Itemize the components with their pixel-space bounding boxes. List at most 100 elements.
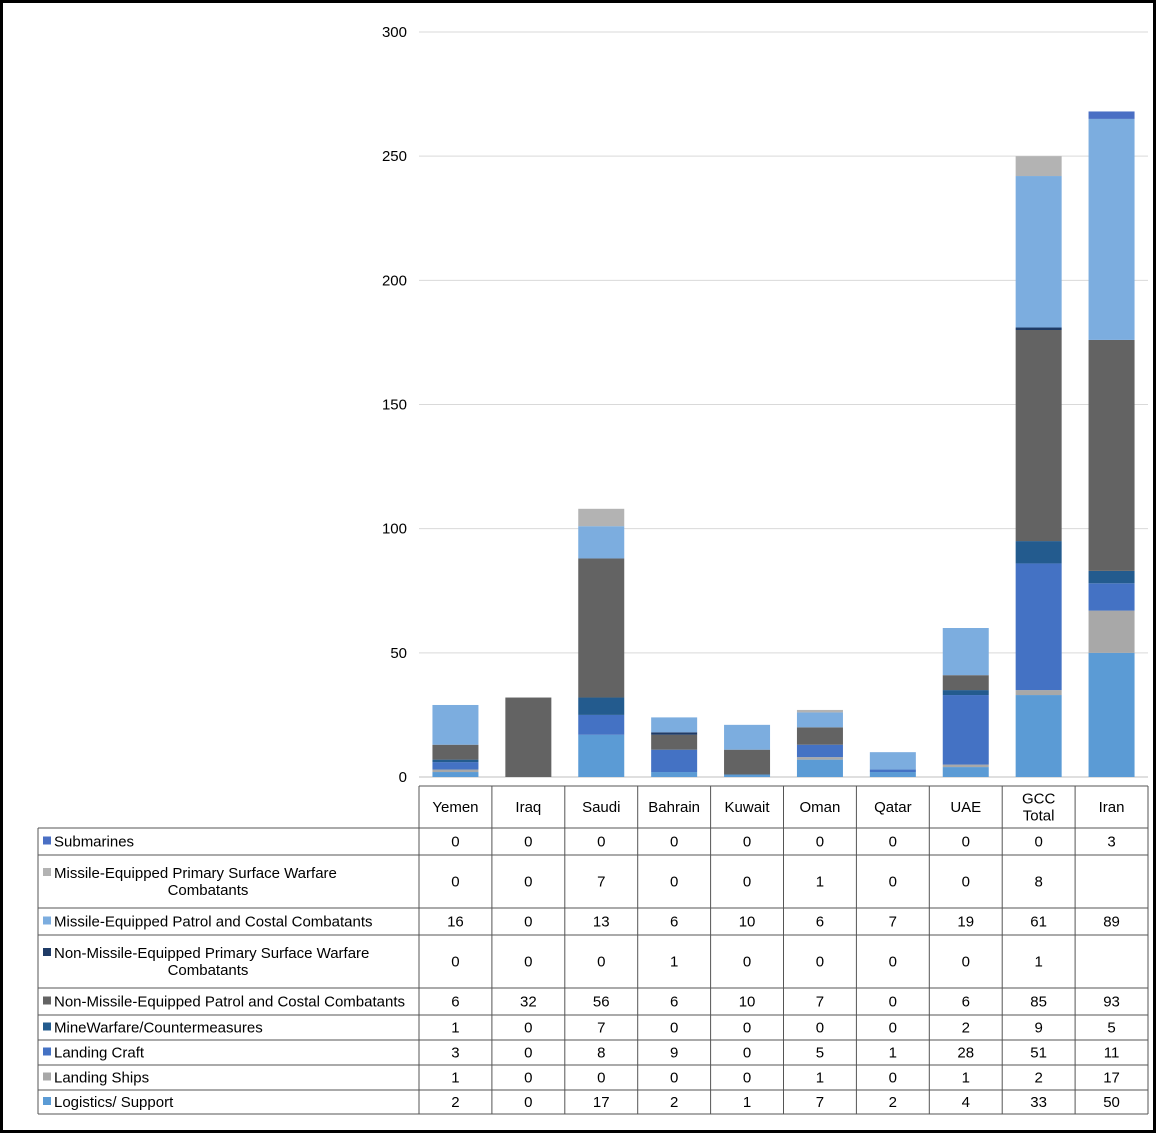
bar-segment-saudi-missile-equipped-patrol-and-costal-combatants (578, 526, 625, 559)
bar-segment-uae-logistics-support (942, 767, 989, 777)
bar-segment-yemen-non-missile-equipped-patrol-and-costal-combatants (432, 744, 479, 760)
bar-segment-kuwait-missile-equipped-patrol-and-costal-combatants (724, 724, 771, 750)
table-cell-value: 0 (743, 1070, 751, 1087)
bar-segment-saudi-logistics-support (578, 734, 625, 777)
table-cell-value: 56 (593, 994, 610, 1011)
bar-segment-uae-non-missile-equipped-patrol-and-costal-combatants (942, 675, 989, 691)
table-cell-value: 1 (1034, 954, 1042, 971)
series-name: Non-Missile-Equipped Patrol and Costal C… (54, 994, 405, 1011)
table-cell-value: 6 (451, 994, 459, 1011)
table-cell-value: 17 (1103, 1070, 1120, 1087)
table-cell-value: 0 (597, 1070, 605, 1087)
table-cell-value: 2 (889, 1094, 897, 1111)
legend-key-non-missile-equipped-patrol-and-costal-combatants (43, 996, 51, 1005)
table-cell-value: 0 (1034, 834, 1042, 851)
bar-segment-bahrain-logistics-support (651, 772, 698, 777)
category-label: Kuwait (725, 799, 771, 816)
table-cell-value: 0 (962, 954, 970, 971)
series-name: MineWarfare/Countermeasures (54, 1020, 263, 1037)
y-tick-label-250: 250 (382, 148, 407, 165)
bar-segment-yemen-logistics-support (432, 772, 479, 777)
table-cell-value: 0 (743, 874, 751, 891)
data-table: Yemen Iraq Saudi Bahrain Kuwait Oman Qatar UAE G… (37, 785, 1149, 1115)
table-cell-value: 61 (1030, 914, 1047, 931)
table-cell-value: 0 (889, 954, 897, 971)
table-cell-value: 17 (593, 1094, 610, 1111)
y-axis-tick-labels: 0 50 100 150 200 250 300 (382, 24, 407, 786)
table-cell-value: 1 (816, 874, 824, 891)
table-cell-value: 0 (743, 1020, 751, 1037)
table-cell-value: 0 (524, 1045, 532, 1062)
table-cell-value: 50 (1103, 1094, 1120, 1111)
bar-segment-yemen-minewarfare-countermeasures (432, 759, 479, 763)
bar-segment-kuwait-non-missile-equipped-patrol-and-costal-combatants (724, 749, 771, 775)
series-name: Missile-Equipped Primary Surface Warfare (54, 865, 337, 882)
table-cell-value: 10 (739, 914, 756, 931)
legend-key-minewarfare-countermeasures (43, 1022, 51, 1031)
table-cell-value: 0 (670, 1020, 678, 1037)
table-cell-value: 1 (451, 1070, 459, 1087)
category-label: Saudi (582, 799, 620, 816)
bar-segment-gcc-total-logistics-support (1015, 695, 1062, 777)
series-name: Logistics/ Support (54, 1094, 174, 1111)
table-cell-value: 1 (451, 1020, 459, 1037)
bar-segment-uae-landing-craft (942, 695, 989, 765)
table-cell-value: 0 (816, 1020, 824, 1037)
table-cell-value: 0 (816, 834, 824, 851)
bar-segment-saudi-non-missile-equipped-patrol-and-costal-combatants (578, 558, 625, 698)
legend-key-missile-equipped-primary-surface-warfare-combatants (43, 868, 51, 876)
table-cell-value: 0 (597, 954, 605, 971)
category-label: Iraq (515, 799, 541, 816)
table-cell-value: 13 (593, 914, 610, 931)
bar-segment-iran-non-missile-equipped-patrol-and-costal-combatants (1088, 339, 1135, 571)
bar-segment-kuwait-logistics-support (724, 774, 771, 777)
table-cell-value: 6 (816, 914, 824, 931)
y-tick-label-300: 300 (382, 24, 407, 41)
category-label: UAE (950, 799, 981, 816)
category-label: Qatar (874, 799, 912, 816)
table-cell-value: 0 (743, 834, 751, 851)
legend-key-non-missile-equipped-primary-surface-warfare-combatants (43, 948, 51, 956)
table-cell-value: 10 (739, 994, 756, 1011)
table-cell-value: 89 (1103, 914, 1120, 931)
bar-segment-bahrain-missile-equipped-patrol-and-costal-combatants (651, 717, 698, 733)
table-cell-value: 6 (670, 994, 678, 1011)
table-cell-value: 1 (889, 1045, 897, 1062)
table-cell-value: 0 (889, 994, 897, 1011)
table-cell-value: 0 (524, 954, 532, 971)
table-cell-value: 0 (524, 834, 532, 851)
bar-segment-qatar-landing-craft (869, 769, 916, 773)
bar-segment-saudi-landing-craft (578, 714, 625, 735)
bar-segment-iran-landing-craft (1088, 583, 1135, 611)
table-cell-value: 0 (451, 874, 459, 891)
bar-segment-gcc-total-landing-ships (1015, 690, 1062, 696)
category-label: Oman (800, 799, 841, 816)
table-cell-value: 32 (520, 994, 537, 1011)
table-cell-value: 6 (962, 994, 970, 1011)
bar-segment-bahrain-non-missile-equipped-patrol-and-costal-combatants (651, 734, 698, 750)
table-cell-value: 0 (524, 1070, 532, 1087)
bar-segment-oman-missile-equipped-primary-surface-warfare-combatants (796, 709, 843, 713)
bar-segment-saudi-minewarfare-countermeasures (578, 697, 625, 715)
table-cell-value: 2 (451, 1094, 459, 1111)
bar-segment-iran-logistics-support (1088, 652, 1135, 777)
table-cell-value: 7 (597, 1020, 605, 1037)
table-cell-value: 85 (1030, 994, 1047, 1011)
bar-segment-oman-non-missile-equipped-patrol-and-costal-combatants (796, 727, 843, 745)
table-cell-value: 0 (889, 874, 897, 891)
table-cell-value: 0 (597, 834, 605, 851)
bar-segment-iran-missile-equipped-patrol-and-costal-combatants (1088, 118, 1135, 340)
table-cell-value: 9 (670, 1045, 678, 1062)
table-cell-value: 28 (957, 1045, 974, 1062)
table-cell-value: 1 (670, 954, 678, 971)
table-cell-value: 8 (597, 1045, 605, 1062)
bar-segment-yemen-landing-craft (432, 762, 479, 770)
table-cell-value: 3 (451, 1045, 459, 1062)
table-cell-value: 0 (670, 874, 678, 891)
table-cell-value: 0 (524, 874, 532, 891)
series-name: Landing Craft (54, 1045, 145, 1062)
table-cell-value: 16 (447, 914, 464, 931)
table-cell-value: 3 (1107, 834, 1115, 851)
bar-segment-uae-minewarfare-countermeasures (942, 690, 989, 696)
